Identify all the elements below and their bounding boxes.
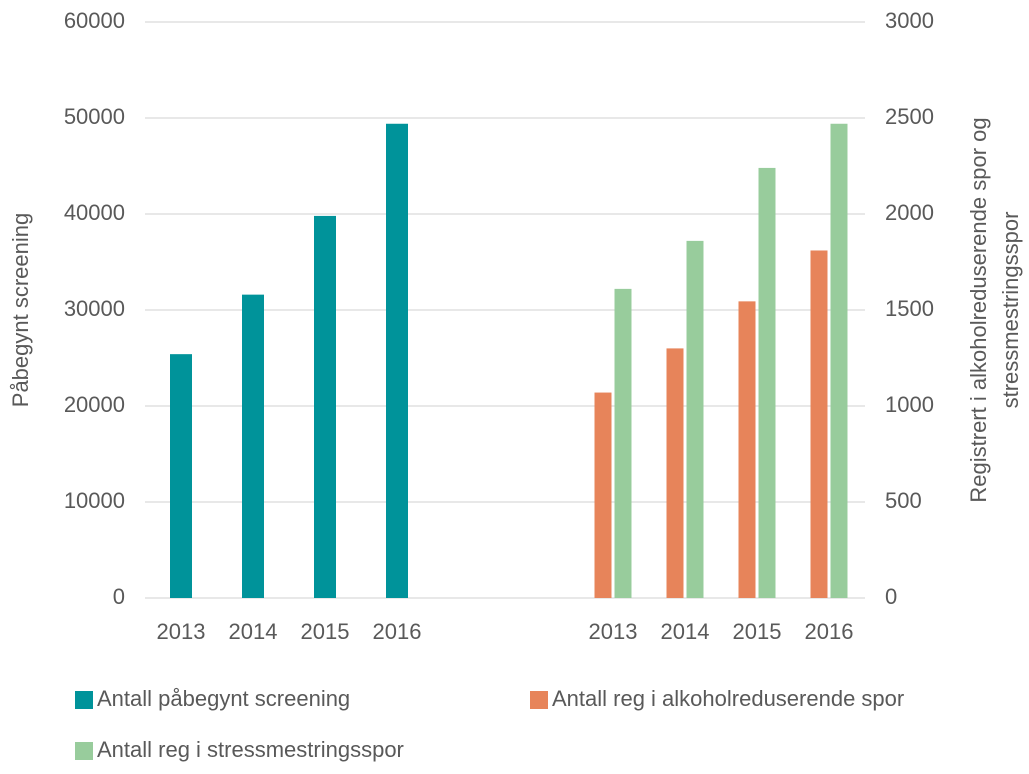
y2-tick-label: 1000 [885, 392, 934, 417]
x-tick-label: 2014 [229, 619, 278, 644]
legend-swatch [75, 742, 93, 760]
legend-label: Antall påbegynt screening [97, 686, 350, 711]
y-tick-label: 50000 [64, 104, 125, 129]
x-tick-label: 2015 [301, 619, 350, 644]
y2-tick-label: 0 [885, 584, 897, 609]
y-tick-label: 40000 [64, 200, 125, 225]
bar [386, 123, 408, 598]
y-axis-label: Påbegynt screening [8, 213, 33, 407]
y2-tick-label: 1500 [885, 296, 934, 321]
legend-swatch [75, 691, 93, 709]
legend-label: Antall reg i alkoholreduserende spor [552, 686, 904, 711]
bar [830, 123, 848, 598]
bar [666, 348, 684, 598]
bar [242, 294, 264, 598]
y-tick-label: 10000 [64, 488, 125, 513]
y2-tick-label: 2500 [885, 104, 934, 129]
bar [594, 392, 612, 598]
y-tick-label: 20000 [64, 392, 125, 417]
bar [170, 354, 192, 598]
x-tick-label: 2014 [661, 619, 710, 644]
x-tick-label: 2013 [157, 619, 206, 644]
y-tick-label: 30000 [64, 296, 125, 321]
x-tick-label: 2013 [589, 619, 638, 644]
x-tick-label: 2015 [733, 619, 782, 644]
bar [314, 215, 336, 599]
y2-tick-label: 2000 [885, 200, 934, 225]
bar [810, 250, 828, 599]
y-tick-label: 60000 [64, 8, 125, 33]
y2-axis-label: stressmestringsspor [998, 212, 1023, 409]
bar [614, 288, 632, 598]
x-tick-label: 2016 [373, 619, 422, 644]
y2-tick-label: 500 [885, 488, 922, 513]
y-tick-label: 0 [113, 584, 125, 609]
y2-tick-label: 3000 [885, 8, 934, 33]
bar [686, 240, 704, 598]
legend-label: Antall reg i stressmestringsspor [97, 737, 404, 762]
x-tick-label: 2016 [805, 619, 854, 644]
bar [758, 167, 776, 599]
legend-swatch [530, 691, 548, 709]
y2-axis-label: Registrert i alkoholreduserende spor og [966, 117, 991, 502]
bar [738, 301, 756, 598]
